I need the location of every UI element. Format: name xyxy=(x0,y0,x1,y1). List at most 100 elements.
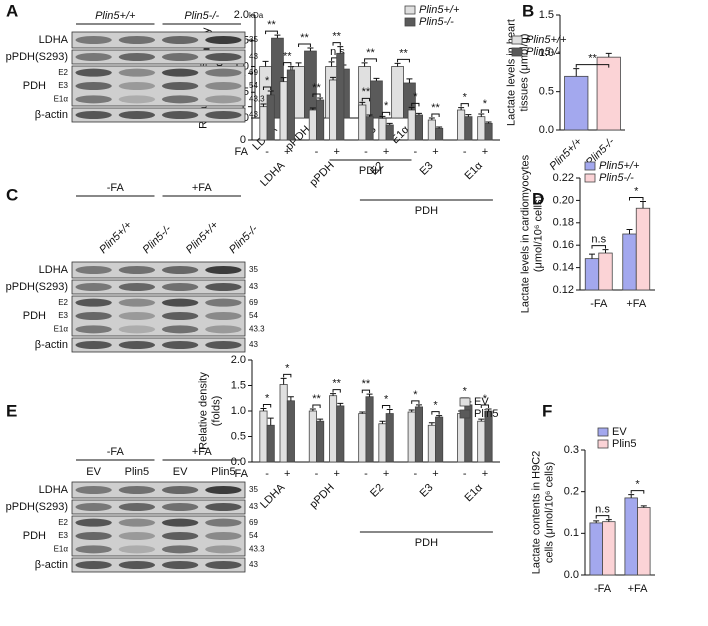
bar xyxy=(336,52,345,141)
legend-swatch xyxy=(584,173,596,183)
significance-bracket xyxy=(332,42,341,46)
significance-label: ** xyxy=(399,47,408,59)
x-tick-label: + xyxy=(383,146,389,158)
blot-band xyxy=(205,561,242,569)
significance-bracket xyxy=(411,400,420,404)
significance-label: ** xyxy=(312,393,321,405)
bar xyxy=(336,405,345,463)
significance-label: n.s xyxy=(595,503,610,515)
x-tick-label: Plin5+/+ xyxy=(547,135,584,172)
bar xyxy=(365,396,374,463)
error-bar xyxy=(366,114,373,117)
blot-band xyxy=(205,503,242,511)
blot-header: +FA xyxy=(192,182,213,194)
blot-band xyxy=(75,111,112,119)
significance-bracket xyxy=(431,411,440,415)
blot-band xyxy=(205,283,242,291)
bar xyxy=(635,207,651,291)
bar xyxy=(477,420,486,463)
blot-band xyxy=(205,341,242,349)
subcategory-label: FA xyxy=(235,146,249,158)
x-tick-label: + xyxy=(383,468,389,480)
blot-band xyxy=(161,36,199,44)
blot-band xyxy=(161,325,199,334)
blot-band xyxy=(161,341,199,349)
blot-band xyxy=(161,518,199,527)
blot-kda: 35 xyxy=(249,265,258,274)
bar xyxy=(370,80,383,119)
blot-kda: 43 xyxy=(249,52,258,61)
blot-row-label: β-actin xyxy=(35,339,68,351)
significance-bracket xyxy=(629,197,644,201)
bar xyxy=(427,424,436,463)
significance-bracket xyxy=(460,103,469,107)
significance-label: ** xyxy=(431,102,440,114)
error-bar xyxy=(280,377,287,385)
blot-band xyxy=(205,312,242,320)
blot-band xyxy=(205,532,242,540)
blot-row-label: β-actin xyxy=(35,559,68,571)
blot-band xyxy=(75,68,112,77)
blot-band-label: E1α xyxy=(54,324,69,333)
bar xyxy=(589,522,603,576)
significance-bracket xyxy=(630,490,645,494)
y-axis-label: (folds) xyxy=(210,396,222,427)
error-bar xyxy=(640,505,647,508)
legend-label: EV xyxy=(474,396,489,408)
bar xyxy=(602,521,616,576)
error-bar xyxy=(379,420,386,424)
bar xyxy=(385,124,394,141)
blot-band xyxy=(118,341,156,349)
bar xyxy=(427,119,436,141)
significance-bracket xyxy=(312,93,321,97)
y-tick-label: 0.0 xyxy=(564,569,579,581)
y-tick-label: 0.14 xyxy=(553,262,574,274)
blot-kda: 43.3 xyxy=(249,94,265,103)
bar xyxy=(358,413,367,463)
group-span-label: PDH xyxy=(359,165,382,177)
blot-row-label: LDHA xyxy=(39,264,69,276)
blot-band xyxy=(75,312,112,320)
bar xyxy=(385,413,394,463)
significance-label: * xyxy=(265,75,270,87)
group-label: E3 xyxy=(418,160,436,178)
blot-band xyxy=(118,53,156,61)
error-bar xyxy=(386,122,393,125)
error-bar xyxy=(317,97,324,100)
x-tick-label: - xyxy=(463,146,467,158)
legend-label: Plin5-/- xyxy=(599,172,634,184)
x-tick-label: + xyxy=(482,468,488,480)
blot-band xyxy=(161,545,199,554)
blot-band xyxy=(205,36,242,44)
y-axis-label: (μmol/10⁶ cells) xyxy=(532,196,544,272)
significance-label: ** xyxy=(332,31,341,43)
error-bar xyxy=(267,90,274,95)
lane-label: Plin5+/+ xyxy=(184,219,221,256)
significance-label: * xyxy=(634,185,639,197)
blot-band xyxy=(118,283,156,291)
blot-header: Plin5+/+ xyxy=(95,10,136,22)
blot-kda: 35 xyxy=(249,485,258,494)
blot-header: Plin5-/- xyxy=(184,10,219,22)
lane-label: EV xyxy=(86,466,101,478)
legend-label: Plin5-/- xyxy=(526,46,561,58)
legend-swatch xyxy=(584,161,596,171)
error-bar xyxy=(328,61,335,67)
significance-bracket xyxy=(381,404,391,409)
y-tick-label: 1.0 xyxy=(231,405,246,417)
blot-kda: 69 xyxy=(249,518,258,527)
y-tick-label: 0.22 xyxy=(553,172,574,184)
lane-label: Plin5-/- xyxy=(141,223,174,256)
bar xyxy=(457,109,466,141)
blot-band xyxy=(161,283,199,291)
blot-band-label: E1α xyxy=(54,94,69,103)
significance-bracket xyxy=(431,113,440,117)
error-bar xyxy=(428,117,435,120)
group-label: E1α xyxy=(463,159,486,182)
blot-band xyxy=(118,266,156,274)
group-label: E1α xyxy=(463,481,486,504)
significance-label: * xyxy=(483,98,488,110)
blot-band xyxy=(75,298,112,307)
blot-strip xyxy=(71,107,246,123)
blot-band xyxy=(205,111,242,119)
